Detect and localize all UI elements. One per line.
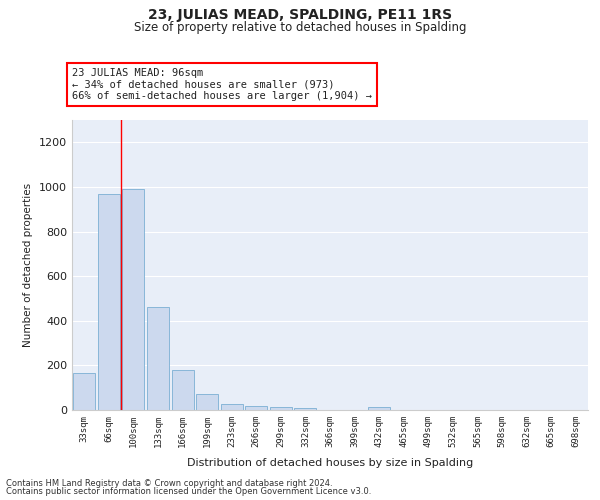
Bar: [73, 373, 95, 410]
Bar: [295, 408, 316, 410]
Y-axis label: Number of detached properties: Number of detached properties: [23, 183, 34, 347]
Bar: [196, 394, 218, 410]
Bar: [245, 406, 268, 410]
Text: 23, JULIAS MEAD, SPALDING, PE11 1RS: 23, JULIAS MEAD, SPALDING, PE11 1RS: [148, 8, 452, 22]
Bar: [98, 194, 120, 410]
Bar: [122, 189, 145, 410]
Text: Contains public sector information licensed under the Open Government Licence v3: Contains public sector information licen…: [6, 487, 371, 496]
Bar: [270, 406, 292, 410]
Bar: [221, 404, 243, 410]
Bar: [147, 308, 169, 410]
Text: Contains HM Land Registry data © Crown copyright and database right 2024.: Contains HM Land Registry data © Crown c…: [6, 478, 332, 488]
Text: 23 JULIAS MEAD: 96sqm
← 34% of detached houses are smaller (973)
66% of semi-det: 23 JULIAS MEAD: 96sqm ← 34% of detached …: [72, 68, 372, 101]
Bar: [172, 370, 194, 410]
Text: Distribution of detached houses by size in Spalding: Distribution of detached houses by size …: [187, 458, 473, 468]
Bar: [368, 406, 390, 410]
Text: Size of property relative to detached houses in Spalding: Size of property relative to detached ho…: [134, 21, 466, 34]
